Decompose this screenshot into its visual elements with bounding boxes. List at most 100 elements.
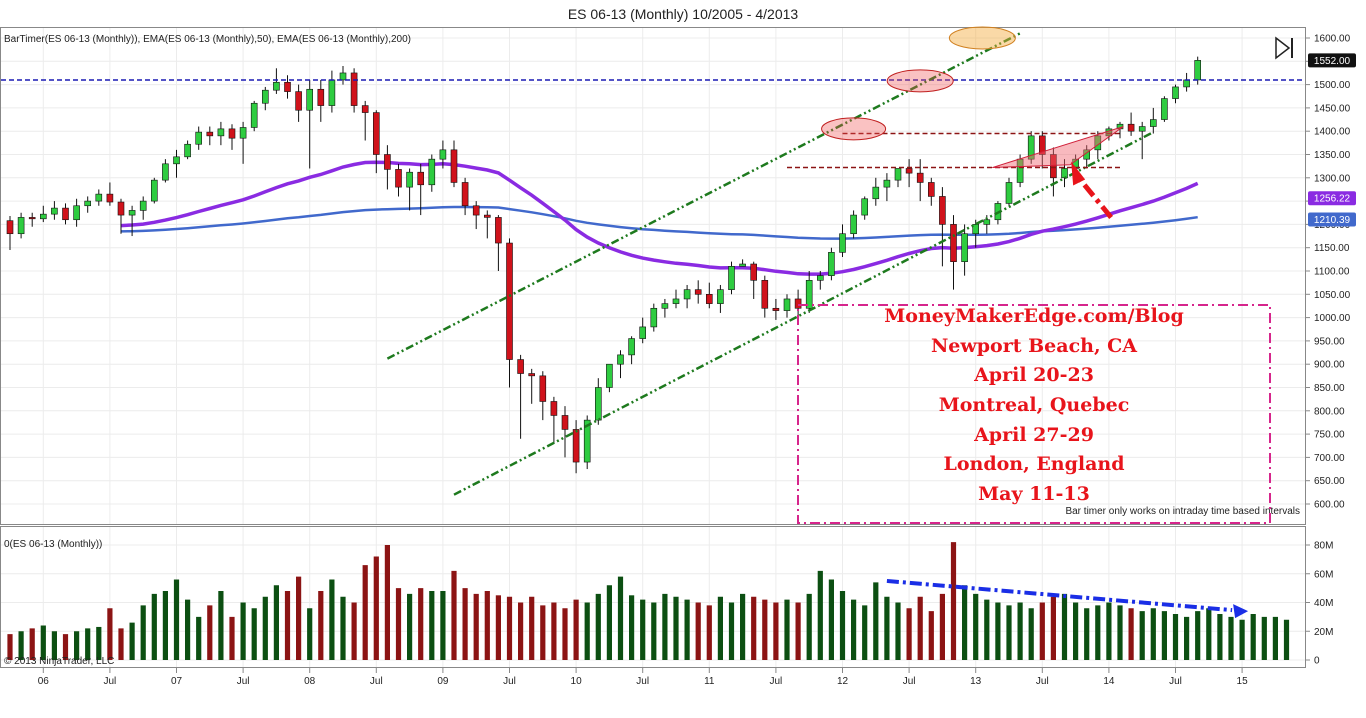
candle-body	[861, 198, 869, 216]
candle-body	[151, 179, 158, 202]
scroll-to-end-icon[interactable]	[1275, 36, 1293, 60]
candle-body	[295, 91, 302, 111]
candle-body	[261, 89, 269, 104]
candle-body	[983, 219, 991, 225]
candle-body	[1005, 182, 1013, 204]
volume-bar	[828, 579, 834, 660]
volume-bar	[895, 602, 901, 660]
volume-bar	[540, 605, 546, 660]
volume-bar	[451, 570, 457, 660]
time-tick-label: Jul	[237, 676, 250, 687]
time-tick-label: Jul	[903, 676, 916, 687]
volume-bar	[196, 616, 202, 660]
volume-tick-label: 40M	[1314, 598, 1333, 609]
volume-bar	[484, 591, 490, 660]
volume-bar	[695, 602, 701, 660]
channel-lower-line	[453, 131, 1154, 496]
volume-bar	[662, 593, 668, 660]
highlight-ellipse	[886, 69, 954, 93]
volume-bar	[706, 605, 712, 660]
candle-body	[250, 102, 258, 128]
candle-body	[750, 263, 758, 281]
candle-body	[583, 419, 591, 463]
candle-body	[284, 81, 291, 92]
volume-bar	[1095, 605, 1101, 660]
volume-bar	[407, 593, 413, 660]
volume-tick-label: 60M	[1314, 569, 1333, 580]
price-tick-label: 900.00	[1314, 360, 1345, 371]
candle-body	[1027, 135, 1035, 160]
volume-bar	[551, 602, 557, 660]
volume-bar	[684, 599, 690, 660]
volume-bar	[1195, 611, 1201, 660]
candle-body	[883, 179, 891, 188]
candle-body	[317, 88, 325, 106]
volume-bar	[1283, 619, 1290, 660]
candle-body	[606, 363, 613, 388]
volume-bar	[7, 634, 13, 660]
candle-body	[1150, 119, 1157, 127]
candle-body	[517, 359, 524, 374]
volume-bar	[62, 634, 69, 660]
volume-bar	[562, 608, 568, 660]
volume-bar	[573, 599, 579, 660]
candle-body	[195, 131, 202, 145]
price-tick-label: 650.00	[1314, 476, 1345, 487]
promo-line-3: April 20-23	[973, 364, 1094, 386]
candle-body	[572, 429, 580, 463]
price-tick-label: 1000.00	[1314, 313, 1351, 324]
volume-bar	[318, 591, 324, 660]
candle-body	[128, 210, 136, 216]
candle-body	[972, 224, 980, 235]
volume-arrow-head-icon	[1233, 604, 1249, 619]
candle-body	[450, 149, 458, 183]
candle-body	[1039, 135, 1046, 155]
candle-body	[961, 233, 968, 262]
volume-bar	[1161, 611, 1167, 660]
candle-body	[728, 266, 735, 290]
candle-body	[17, 217, 25, 235]
volume-bar	[584, 602, 590, 660]
price-badge-label: 1210.39	[1314, 215, 1351, 226]
candle-body	[372, 112, 380, 155]
volume-bar	[440, 591, 446, 660]
time-tick-label: 09	[437, 676, 449, 687]
price-badge-label: 1552.00	[1314, 56, 1351, 67]
ema-50-line	[120, 160, 1199, 276]
candle-body	[106, 193, 114, 203]
candle-body	[839, 233, 846, 253]
volume-bar	[950, 542, 957, 660]
candle-body	[850, 214, 857, 235]
price-panel	[0, 27, 1306, 525]
candle-body	[1127, 123, 1135, 132]
candle-body	[417, 171, 425, 186]
time-tick-label: 10	[571, 676, 583, 687]
price-tick-label: 750.00	[1314, 430, 1345, 441]
promo-line-2: Newport Beach, CA	[931, 335, 1137, 357]
volume-bar	[906, 608, 912, 660]
candle-body	[639, 326, 647, 339]
candle-body	[672, 298, 680, 304]
candle-body	[761, 280, 769, 309]
volume-bar	[984, 599, 990, 660]
promo-border	[797, 304, 1271, 524]
arrow-head-icon	[1071, 161, 1086, 186]
time-tick-label: 07	[171, 676, 183, 687]
volume-bar	[1028, 608, 1034, 660]
volume-bar	[839, 591, 846, 660]
candle-body	[1138, 126, 1146, 132]
volume-bar	[962, 585, 968, 660]
promo-box: MoneyMakerEdge.com/Blog Newport Beach, C…	[797, 304, 1271, 524]
price-tick-label: 1050.00	[1314, 290, 1351, 301]
volume-bar	[251, 608, 257, 660]
volume-bar	[728, 602, 735, 660]
candle-body	[306, 88, 314, 111]
candle-body	[339, 72, 347, 81]
candle-body	[916, 172, 924, 183]
candle-body	[51, 207, 58, 215]
price-tick-label: 600.00	[1314, 500, 1345, 511]
time-tick-label: 14	[1103, 676, 1115, 687]
candle-body	[472, 205, 480, 216]
candle-body	[550, 401, 558, 416]
volume-bar	[173, 579, 180, 660]
